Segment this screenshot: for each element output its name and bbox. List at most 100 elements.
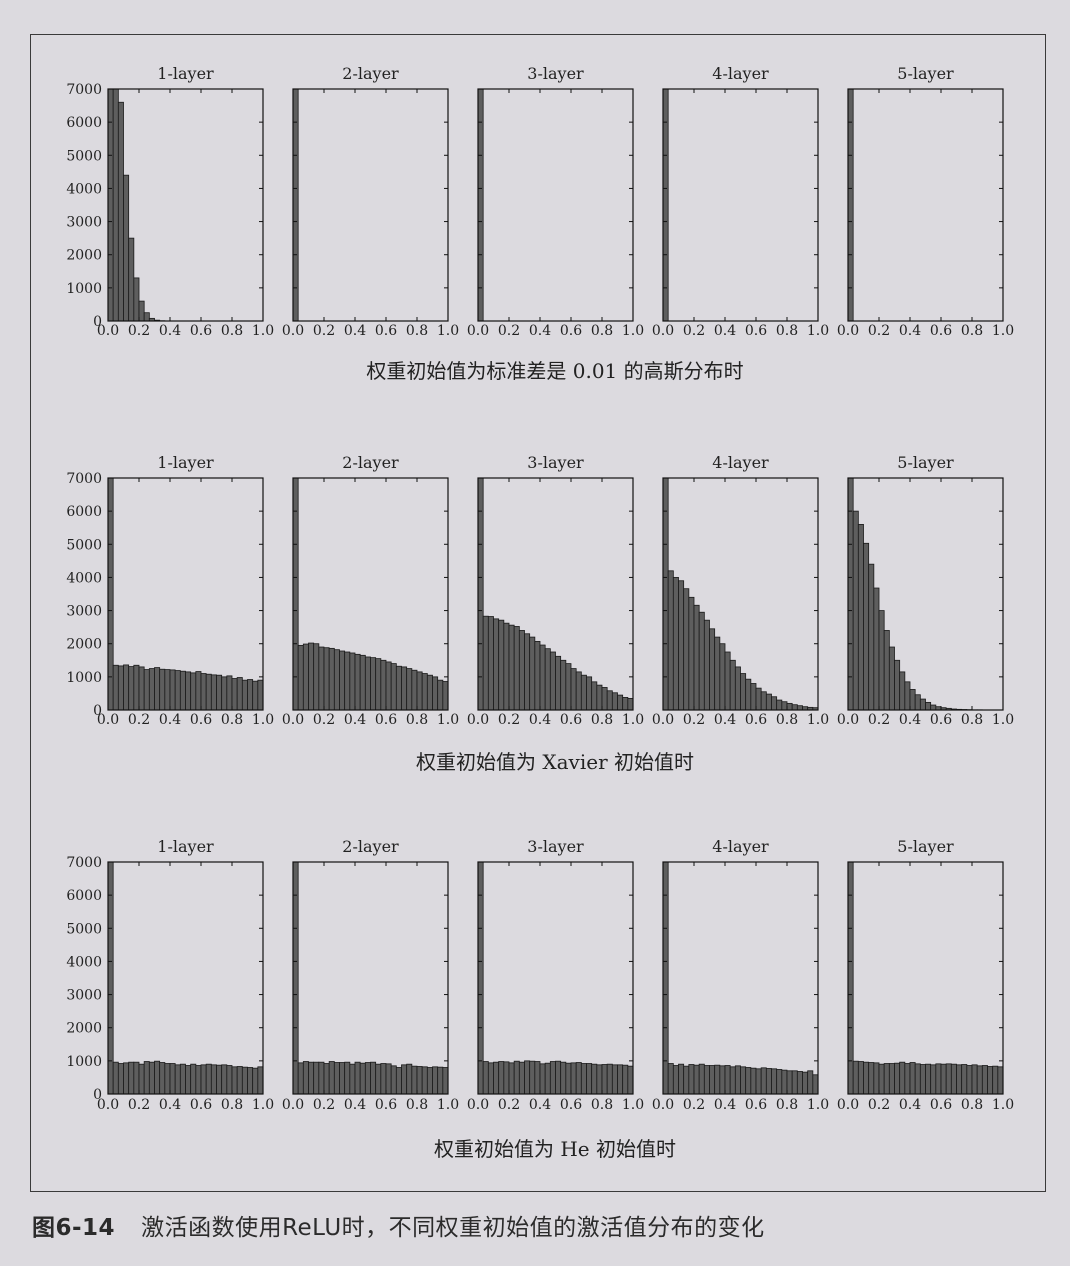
figure-caption-text: 激活函数使用ReLU时，不同权重初始值的激活值分布的变化 [141, 1215, 765, 1241]
histogram-bar [847, 477, 854, 711]
x-tick-label: 0.4 [529, 323, 551, 339]
histogram-bar [133, 1061, 140, 1095]
histogram-bar [308, 1061, 315, 1095]
histogram-bar [724, 651, 731, 711]
histogram-bar [508, 1062, 515, 1095]
panel-axes [477, 88, 634, 322]
histogram-bar [755, 1068, 762, 1095]
panel-title: 5-layer [897, 64, 954, 83]
histogram-bar [143, 1061, 150, 1095]
histogram-bar [678, 1063, 685, 1095]
histogram-bar [622, 1064, 629, 1095]
x-tick-label: 0.8 [961, 712, 983, 728]
x-tick-label: 0.6 [930, 323, 952, 339]
histogram-bar [714, 1064, 721, 1095]
y-tick-label: 4000 [66, 570, 102, 586]
histogram-bar [945, 1063, 952, 1095]
histogram-bar [133, 664, 140, 711]
x-tick-label: 0.4 [714, 323, 736, 339]
x-tick-label: 1.0 [992, 323, 1014, 339]
panel-axes [292, 88, 449, 322]
histogram-bar [216, 1064, 223, 1095]
group-title: 权重初始值为标准差是 0.01 的高斯分布时 [366, 359, 743, 383]
histogram-bar [442, 681, 449, 711]
x-tick-label: 0.8 [961, 323, 983, 339]
x-tick-label: 0.2 [498, 323, 520, 339]
y-tick-label: 1000 [66, 670, 102, 686]
histogram-bar [776, 1069, 783, 1095]
x-tick-label: 0.4 [899, 1097, 921, 1113]
histogram-bar [174, 670, 181, 711]
histogram-bar [112, 88, 119, 322]
histogram-bar [734, 666, 741, 711]
x-tick-label: 0.4 [714, 712, 736, 728]
histogram-bar [601, 1064, 608, 1095]
histogram-bar [878, 1063, 885, 1095]
histogram-bar [416, 671, 423, 711]
histogram-bar [909, 689, 916, 711]
histogram-bar [128, 666, 135, 711]
x-tick-label: 0.8 [591, 1097, 613, 1113]
histogram-bar [205, 673, 212, 711]
histogram-bar [622, 697, 629, 711]
histogram-bar [776, 699, 783, 711]
histogram-bar [138, 300, 145, 322]
histogram-bar [796, 1071, 803, 1095]
histogram-bar [426, 674, 433, 711]
x-tick-label: 0.6 [560, 323, 582, 339]
histogram-bar [302, 1061, 309, 1095]
histogram-bar [148, 1061, 155, 1095]
x-tick-label: 0.0 [467, 1097, 489, 1113]
histogram-bar [981, 1065, 988, 1095]
x-tick-label: 0.6 [560, 1097, 582, 1113]
histogram-bar [693, 604, 700, 711]
histogram-bar [210, 674, 217, 711]
histogram-bar [221, 676, 228, 711]
histogram-bar [693, 1064, 700, 1095]
x-tick-label: 0.8 [961, 1097, 983, 1113]
histogram-bar [112, 664, 119, 711]
histogram-bar [549, 1061, 556, 1095]
histogram-bar [672, 1065, 679, 1095]
histogram-bar [966, 1065, 973, 1095]
histogram-bar [750, 1067, 757, 1095]
panel-title: 2-layer [342, 64, 399, 83]
histogram-bar [719, 643, 726, 711]
histogram-bar [760, 691, 767, 711]
histogram-bar [493, 1061, 500, 1095]
panel-title: 2-layer [342, 453, 399, 472]
histogram-bar [236, 677, 243, 711]
histogram-bar [667, 570, 674, 711]
histogram-bar [385, 1063, 392, 1095]
x-tick-label: 0.4 [159, 712, 181, 728]
histogram-bar [333, 1062, 340, 1095]
histogram-bar [802, 1071, 809, 1095]
x-tick-label: 0.0 [652, 712, 674, 728]
panel-title: 1-layer [157, 837, 214, 856]
x-tick-label: 0.0 [282, 1097, 304, 1113]
panel-axes [662, 861, 819, 1095]
histogram-bar [143, 669, 150, 711]
histogram-bar [210, 1064, 217, 1095]
histogram-bar [580, 1063, 587, 1095]
panel-title: 1-layer [157, 64, 214, 83]
panel-title: 5-layer [897, 453, 954, 472]
figure-frame [30, 34, 1046, 1192]
histogram-bar [857, 1061, 864, 1095]
x-tick-label: 0.6 [745, 323, 767, 339]
histogram-bar [174, 1064, 181, 1095]
x-tick-label: 1.0 [807, 323, 829, 339]
histogram-bar [580, 674, 587, 711]
histogram-bar [930, 1064, 937, 1095]
x-tick-label: 0.2 [128, 1097, 150, 1113]
x-tick-label: 0.8 [406, 712, 428, 728]
histogram-bar [591, 1063, 598, 1095]
x-tick-label: 0.6 [190, 1097, 212, 1113]
x-tick-label: 0.0 [837, 712, 859, 728]
panel-title: 4-layer [712, 453, 769, 472]
histogram-bar [611, 1064, 618, 1095]
histogram-bar [518, 1061, 525, 1095]
x-tick-label: 0.2 [868, 323, 890, 339]
panel-axes [662, 88, 819, 322]
histogram-bar [883, 630, 890, 711]
